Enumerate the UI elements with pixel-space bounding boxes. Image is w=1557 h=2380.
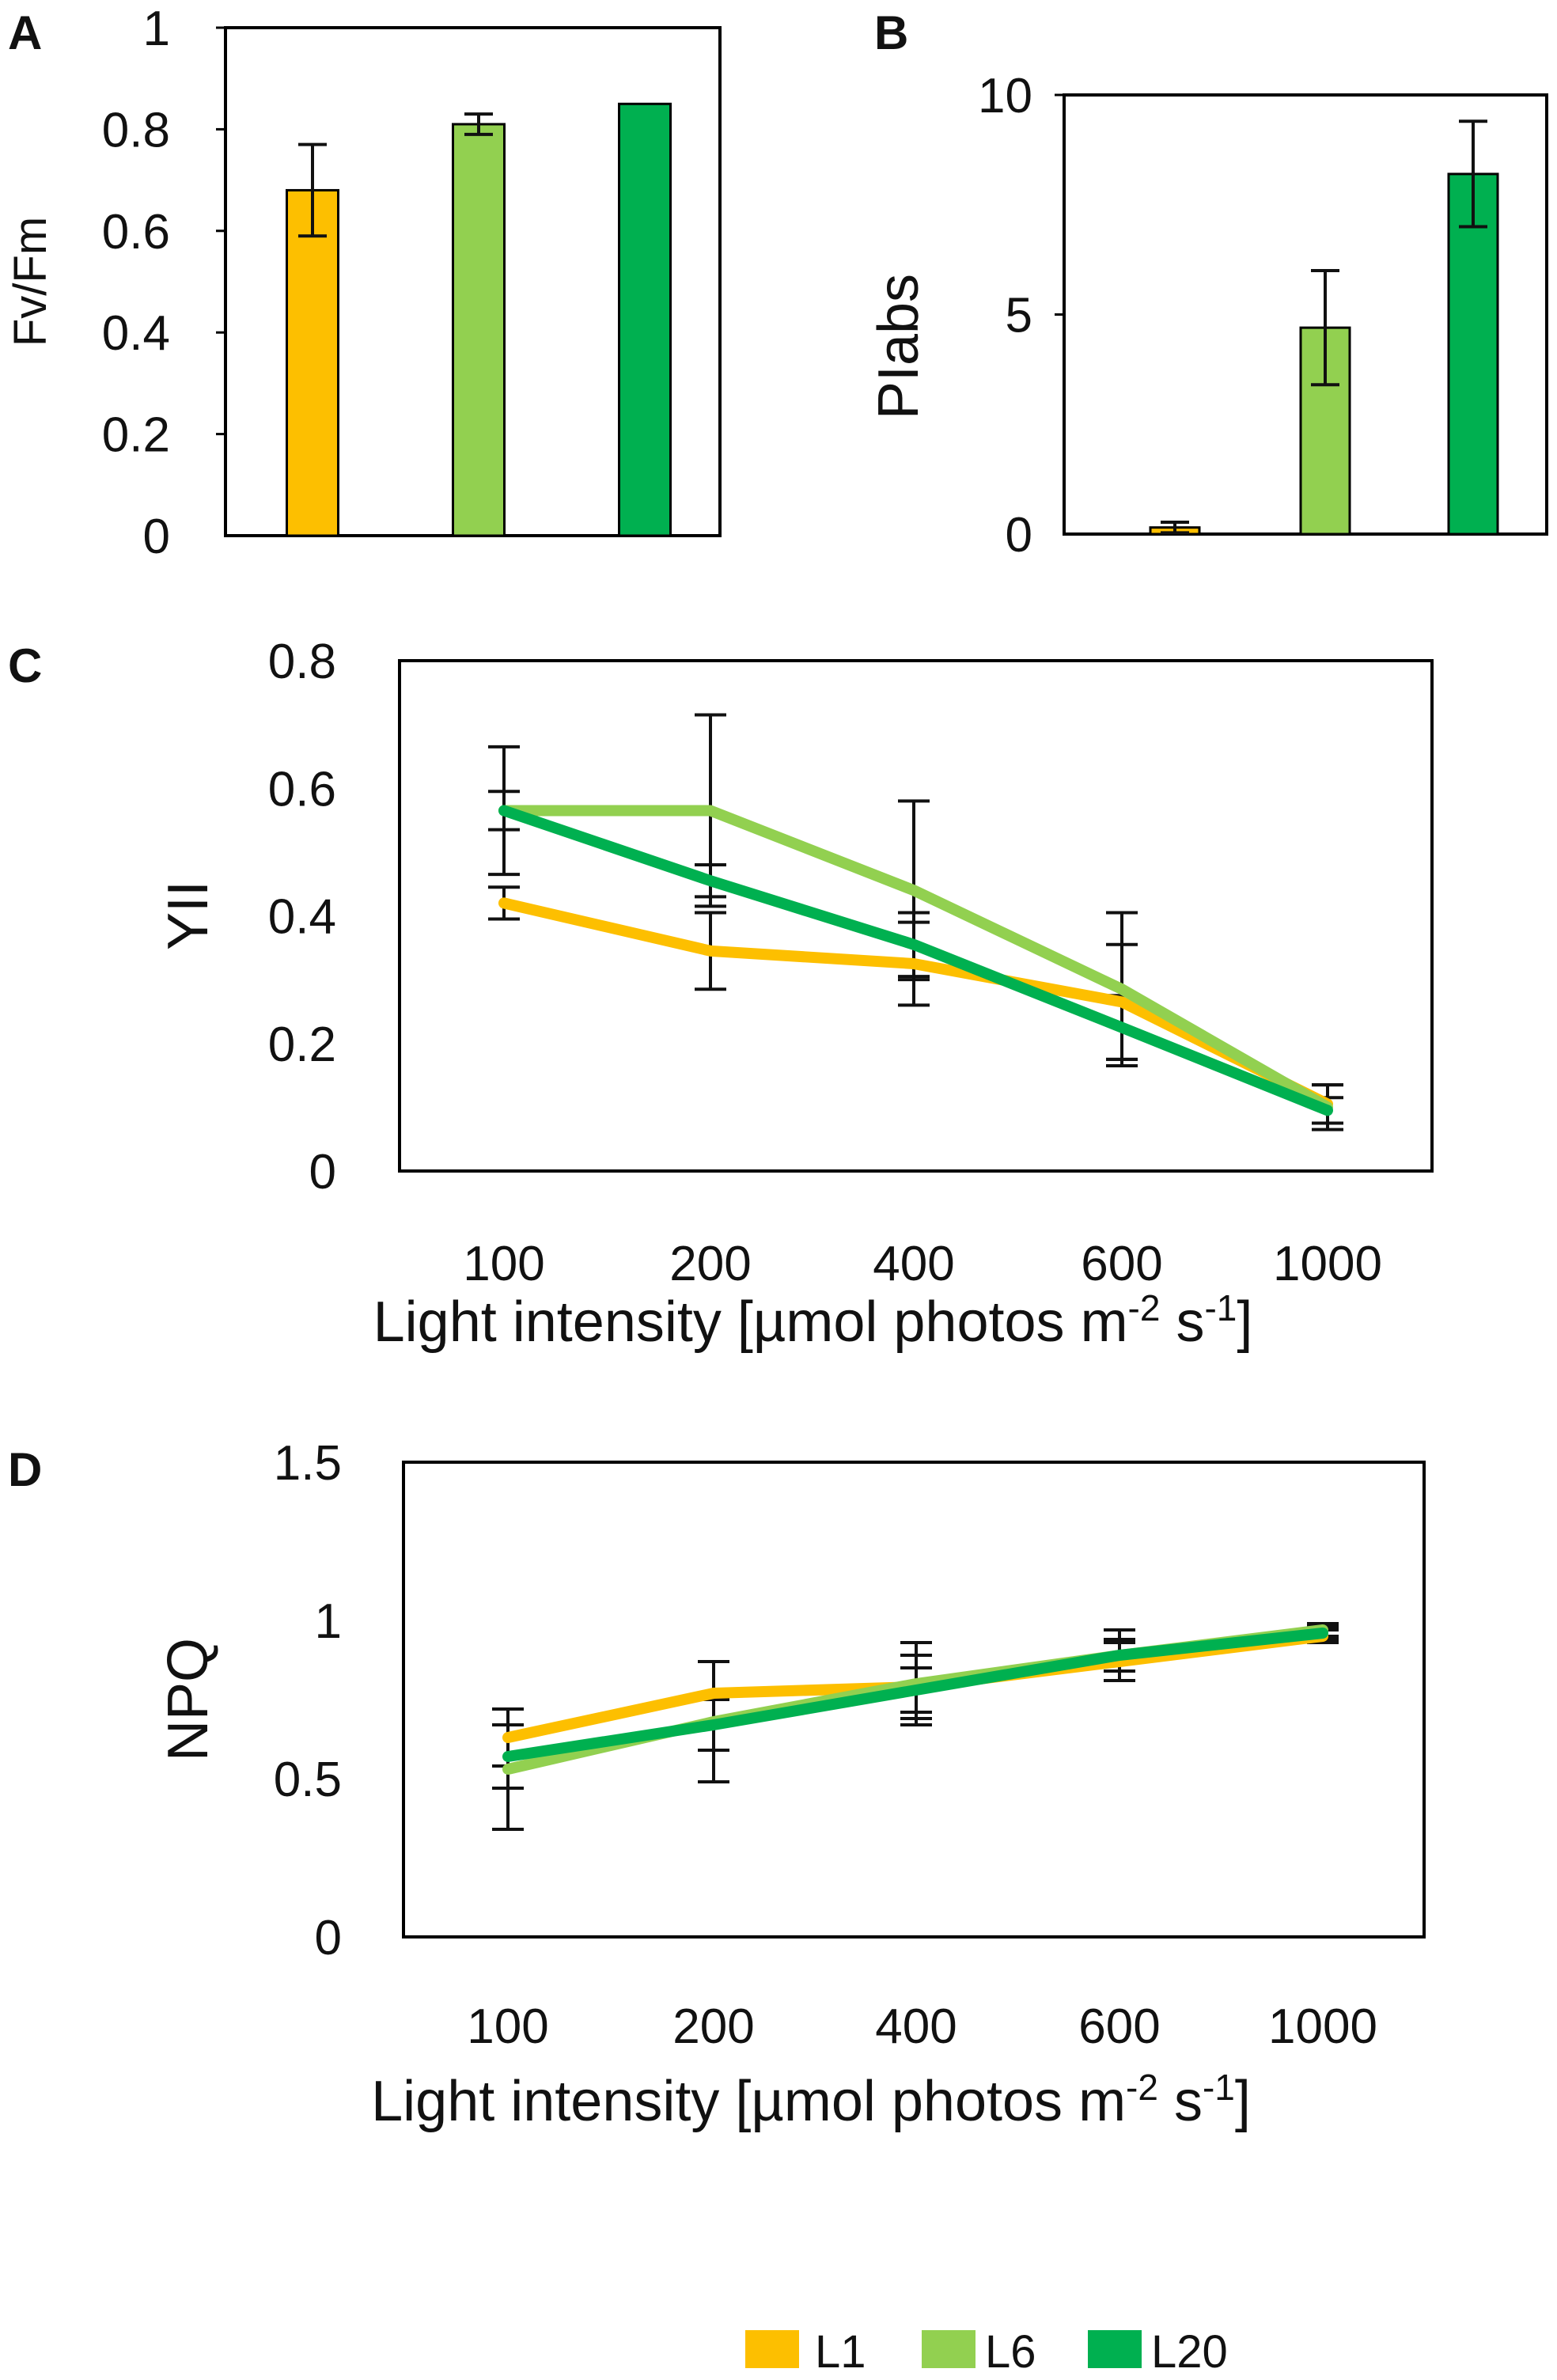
y-tick-label: 10 [978, 69, 1032, 123]
x-axis-title-part: ] [1237, 1290, 1252, 1354]
panel-a: A 0 0.2 0.4 0.6 0.8 1 Fv/Fm [5, 2, 722, 564]
panel-letter-c: C [8, 639, 42, 692]
legend-label-l1: L1 [815, 2326, 866, 2378]
y-tick-label: 0.4 [102, 306, 170, 361]
x-axis-title-part: s [1160, 1290, 1204, 1354]
x-tick-label: 400 [873, 1237, 954, 1291]
panel-letter-b: B [874, 6, 908, 59]
x-axis-title-part: Light intensity [µmol photos m [373, 1290, 1128, 1354]
legend-label-l20: L20 [1151, 2326, 1228, 2378]
y-tick-label: 0.4 [268, 890, 336, 945]
x-tick-label: 600 [1078, 1999, 1160, 2054]
x-axis-title-superscript: -1 [1203, 2067, 1235, 2108]
y-axis-title: PIabs [867, 274, 930, 419]
y-tick-label: 0.5 [274, 1753, 342, 1807]
x-tick-label: 200 [672, 1999, 754, 2054]
series-line-l1 [498, 897, 1333, 1110]
legend-swatch-l20 [1088, 2330, 1142, 2368]
plot-frame [398, 659, 1434, 1173]
panel-letter-d: D [8, 1443, 42, 1496]
legend-swatch-l1 [745, 2330, 799, 2368]
series-line-l20 [502, 1628, 1328, 1762]
y-tick-label: 0 [143, 510, 170, 564]
y-axis-title: Fv/Fm [5, 217, 56, 347]
panel-b: B 0 5 10 PIabs [867, 6, 1548, 563]
x-tick-label: 600 [1081, 1237, 1162, 1291]
bar-l20 [1447, 172, 1499, 536]
y-tick-label: 0.2 [102, 408, 170, 463]
x-tick-label: 100 [463, 1237, 544, 1291]
bar-l1 [286, 188, 339, 537]
x-tick-label: 100 [467, 1999, 548, 2054]
x-axis-title-superscript: -1 [1204, 1287, 1237, 1328]
y-tick-label: 0.2 [268, 1018, 336, 1072]
bar-l6 [452, 123, 506, 537]
panel-letter-a: A [8, 6, 42, 59]
x-axis-title-superscript: -2 [1126, 2067, 1158, 2108]
x-tick-label: 1000 [1273, 1237, 1382, 1291]
panel-c: C 0 0.2 0.4 0.6 0.8 YII 100 200 400 600 1000 Light i… [8, 635, 1434, 1354]
y-tick-label: 1.5 [274, 1436, 342, 1491]
x-axis-title-part: ] [1235, 2070, 1251, 2133]
y-tick-label: 0 [315, 1911, 342, 1965]
y-axis-title: NPQ [157, 1638, 220, 1761]
legend-swatch-l6 [922, 2330, 975, 2368]
panel-d: D 0 0.5 1 1.5 NPQ 100 200 400 600 1000 Light intens… [8, 1436, 1426, 2133]
y-tick-label: 0.8 [102, 103, 170, 157]
y-tick-label: 5 [1006, 289, 1032, 343]
x-tick-label: 400 [875, 1999, 957, 2054]
bar-l20 [618, 102, 672, 537]
legend: L1 L6 L20 [745, 2326, 1228, 2378]
plot-frame [402, 1461, 1426, 1938]
y-tick-label: 0.6 [268, 762, 336, 817]
y-axis-title: YII [157, 881, 220, 950]
x-tick-label: 1000 [1268, 1999, 1377, 2054]
y-tick-label: 1 [143, 2, 170, 56]
series-line-l6 [498, 805, 1333, 1113]
y-tick-label: 0.8 [268, 635, 336, 689]
x-axis-title: Light intensity [µmol photos m-2 s-1] [373, 1287, 1253, 1354]
y-tick-label: 0 [309, 1145, 336, 1199]
series-line-l20 [498, 805, 1333, 1116]
legend-label-l6: L6 [985, 2326, 1036, 2378]
y-tick-label: 0.6 [102, 205, 170, 260]
y-tick-label: 0 [1006, 508, 1032, 563]
x-tick-label: 200 [669, 1237, 751, 1291]
x-axis-title-part: Light intensity [µmol photos m [371, 2070, 1126, 2133]
x-axis-title-part: s [1158, 2070, 1203, 2133]
x-axis-title: Light intensity [µmol photos m-2 s-1] [371, 2067, 1251, 2133]
x-axis-title-superscript: -2 [1128, 1287, 1161, 1328]
y-tick-label: 1 [315, 1594, 342, 1649]
